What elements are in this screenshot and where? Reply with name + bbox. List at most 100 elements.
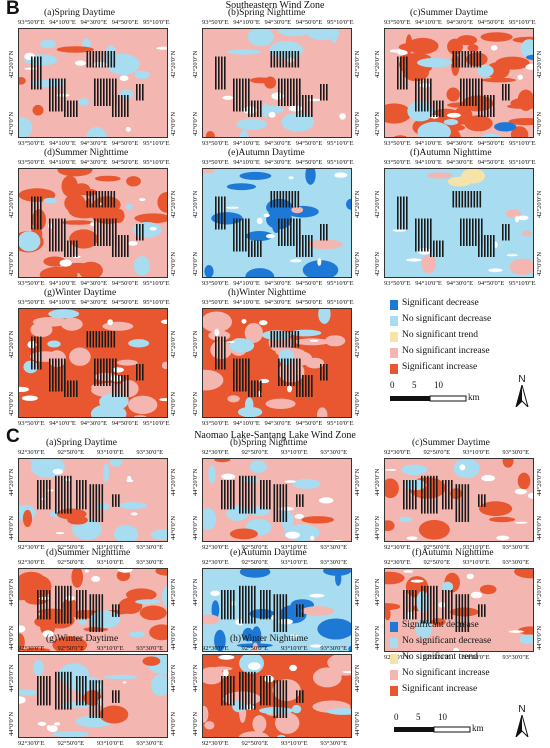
map-panel: (g)Winter Daytime 93°50'0"E 94°10'0"E 94°30… xyxy=(6,288,186,428)
map-panel: (d)Summer Nighttime 93°50'0"E 94°10'0"E 94°… xyxy=(6,148,186,288)
x-tick-top: 93°30'0"E xyxy=(136,645,164,652)
x-tick-bottom: 92°30'0"E xyxy=(384,544,411,551)
x-tick-bottom: 94°50'0"E xyxy=(111,420,139,427)
panel-title: (g)Winter Daytime xyxy=(46,634,119,644)
x-tick-top: 92°50'0"E xyxy=(57,645,85,652)
x-tick-top: 92°30'0"E xyxy=(202,645,229,652)
x-tick-top: 93°10'0"E xyxy=(280,645,308,652)
map-panel: (e)Autumn Daytime 93°50'0"E 94°10'0"E 94°30… xyxy=(190,148,370,288)
x-tick-bottom: 93°30'0"E xyxy=(320,544,348,551)
section-c-title: Naomao Lake-Santang Lake Wind Zone xyxy=(194,430,356,441)
x-tick-bottom: 92°50'0"E xyxy=(423,654,451,661)
map-raster xyxy=(18,168,168,278)
map-panel: (c)Summer Daytime 92°30'0"E 92°50'0"E 93°10… xyxy=(372,438,550,552)
scale-label-0: 0 xyxy=(394,712,399,722)
section-b: B Southeastern Wind Zone (a)Spring Dayti… xyxy=(6,0,543,428)
y-tick-left: 44°0'0"N xyxy=(374,516,381,541)
x-tick-top: 92°50'0"E xyxy=(57,449,85,456)
x-tick-top: 95°10'0"E xyxy=(509,159,536,166)
legend-swatch xyxy=(390,686,398,696)
north-label: N xyxy=(518,704,526,715)
x-tick-bottom: 94°10'0"E xyxy=(49,280,76,287)
x-tick-top: 95°10'0"E xyxy=(327,159,354,166)
y-tick-left: 42°0'0"N xyxy=(8,391,15,416)
y-tick-left: 44°20'0"N xyxy=(8,468,15,496)
panel-title: (e)Autumn Daytime xyxy=(230,548,307,558)
y-tick-left: 42°0'0"N xyxy=(374,111,381,136)
x-tick-top: 94°50'0"E xyxy=(111,159,139,166)
x-tick-top: 95°10'0"E xyxy=(327,19,354,26)
x-tick-top: 93°30'0"E xyxy=(320,559,348,566)
x-tick-bottom: 93°50'0"E xyxy=(202,420,229,427)
x-tick-top: 94°30'0"E xyxy=(446,159,474,166)
x-tick-top: 94°10'0"E xyxy=(49,299,76,306)
y-tick-right: 42°0'0"N xyxy=(354,391,361,416)
x-tick-top: 94°50'0"E xyxy=(111,19,139,26)
y-tick-right: 42°20'0"N xyxy=(170,330,177,358)
x-tick-bottom: 93°50'0"E xyxy=(202,140,229,147)
scale-bar xyxy=(390,395,467,402)
x-tick-top: 95°10'0"E xyxy=(509,19,536,26)
legend-item: No significant trend xyxy=(402,330,478,340)
y-tick-right: 44°0'0"N xyxy=(170,712,177,737)
y-tick-left: 44°20'0"N xyxy=(374,578,381,606)
x-tick-bottom: 93°50'0"E xyxy=(384,280,411,287)
map-panel: (b)Spring Nighttime 93°50'0"E 94°10'0"E 94°… xyxy=(190,8,370,148)
y-tick-right: 44°20'0"N xyxy=(536,468,543,496)
x-tick-bottom: 94°10'0"E xyxy=(49,420,76,427)
x-tick-bottom: 93°10'0"E xyxy=(96,740,124,747)
x-tick-top: 94°10'0"E xyxy=(233,19,260,26)
y-tick-right: 42°20'0"N xyxy=(536,50,543,78)
x-tick-bottom: 94°30'0"E xyxy=(446,280,474,287)
scale-label-5: 5 xyxy=(416,712,421,722)
x-tick-bottom: 95°10'0"E xyxy=(327,280,354,287)
section-c-legend: Significant decrease No significant decre… xyxy=(386,618,546,743)
legend-swatch xyxy=(390,670,398,680)
map-panel: (h)Winter Nighttime 92°30'0"E 92°50'0"E 93°… xyxy=(190,634,370,748)
x-tick-top: 92°30'0"E xyxy=(18,559,45,566)
x-tick-top: 93°10'0"E xyxy=(280,449,308,456)
y-tick-left: 42°0'0"N xyxy=(192,111,199,136)
x-tick-top: 93°30'0"E xyxy=(136,559,164,566)
map-raster xyxy=(384,168,534,278)
x-tick-bottom: 94°50'0"E xyxy=(295,280,323,287)
x-tick-top: 92°30'0"E xyxy=(384,559,411,566)
legend-swatch xyxy=(390,316,398,326)
x-tick-bottom: 92°30'0"E xyxy=(202,544,229,551)
x-tick-bottom: 94°10'0"E xyxy=(49,140,76,147)
y-tick-right: 42°20'0"N xyxy=(354,330,361,358)
x-tick-top: 94°50'0"E xyxy=(111,299,139,306)
x-tick-top: 93°50'0"E xyxy=(18,299,45,306)
panel-title: (h)Winter Nighttime xyxy=(230,634,308,644)
x-tick-bottom: 93°10'0"E xyxy=(462,544,490,551)
x-tick-bottom: 94°10'0"E xyxy=(233,280,260,287)
x-tick-top: 92°50'0"E xyxy=(423,449,451,456)
x-tick-bottom: 93°50'0"E xyxy=(18,280,45,287)
y-tick-right: 42°0'0"N xyxy=(170,111,177,136)
x-tick-bottom: 92°50'0"E xyxy=(423,544,451,551)
y-tick-right: 42°20'0"N xyxy=(536,190,543,218)
x-tick-bottom: 92°50'0"E xyxy=(57,740,85,747)
x-tick-bottom: 94°30'0"E xyxy=(80,280,108,287)
x-tick-bottom: 93°30'0"E xyxy=(320,740,348,747)
map-raster xyxy=(384,28,534,138)
panel-title: (f)Autumn Nighttime xyxy=(410,148,492,158)
y-tick-right: 42°20'0"N xyxy=(354,50,361,78)
y-tick-left: 44°20'0"N xyxy=(8,578,15,606)
y-tick-right: 44°20'0"N xyxy=(354,664,361,692)
x-tick-bottom: 92°50'0"E xyxy=(241,740,269,747)
x-tick-top: 93°50'0"E xyxy=(202,19,229,26)
map-raster xyxy=(18,308,168,418)
x-tick-top: 93°30'0"E xyxy=(320,645,348,652)
x-tick-top: 94°50'0"E xyxy=(477,19,505,26)
x-tick-bottom: 95°10'0"E xyxy=(143,280,170,287)
section-letter-b: B xyxy=(6,0,20,19)
map-panel: (a)Spring Daytime 93°50'0"E 94°10'0"E 94°30… xyxy=(6,8,186,148)
x-tick-top: 94°10'0"E xyxy=(233,159,260,166)
x-tick-top: 93°50'0"E xyxy=(18,19,45,26)
map-raster xyxy=(202,458,352,542)
panel-title: (a)Spring Daytime xyxy=(44,8,115,18)
x-tick-top: 94°10'0"E xyxy=(415,19,442,26)
scale-label-5: 5 xyxy=(412,380,417,390)
map-panel: (g)Winter Daytime 92°30'0"E 92°50'0"E 93°10… xyxy=(6,634,186,748)
